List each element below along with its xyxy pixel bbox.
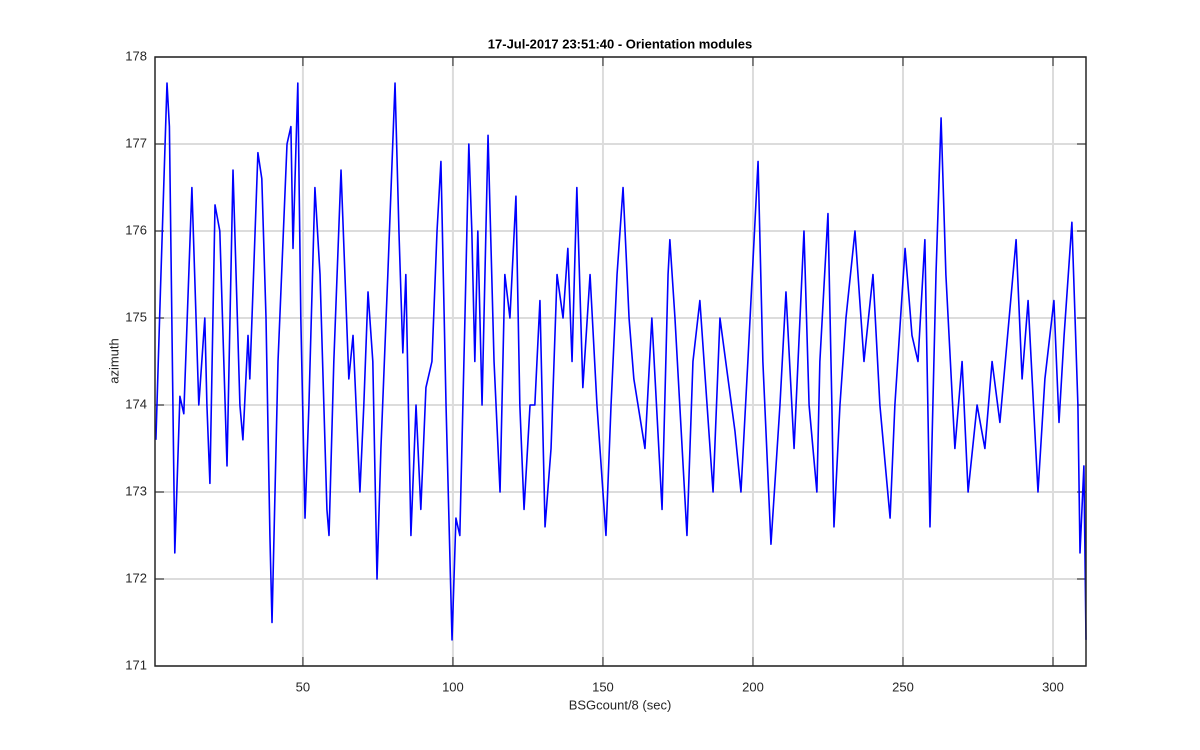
axes-box bbox=[154, 56, 1087, 667]
y-tick-label: 178 bbox=[125, 48, 147, 63]
y-tick-label: 174 bbox=[125, 396, 147, 411]
y-tick-label: 171 bbox=[125, 657, 147, 672]
y-axis-label: azimuth bbox=[106, 338, 121, 384]
x-tick-label: 50 bbox=[296, 679, 310, 694]
y-tick-label: 175 bbox=[125, 309, 147, 324]
chart-title: 17-Jul-2017 23:51:40 - Orientation modul… bbox=[488, 36, 752, 51]
y-tick-label: 176 bbox=[125, 222, 147, 237]
x-tick-label: 300 bbox=[1042, 679, 1064, 694]
x-tick-label: 100 bbox=[442, 679, 464, 694]
x-tick-label: 150 bbox=[592, 679, 614, 694]
data-line bbox=[155, 82, 1087, 641]
y-tick-label: 173 bbox=[125, 483, 147, 498]
x-tick-label: 200 bbox=[742, 679, 764, 694]
y-tick-label: 177 bbox=[125, 135, 147, 150]
x-axis-label: BSGcount/8 (sec) bbox=[569, 697, 672, 712]
y-tick-label: 172 bbox=[125, 570, 147, 585]
x-tick-label: 250 bbox=[892, 679, 914, 694]
